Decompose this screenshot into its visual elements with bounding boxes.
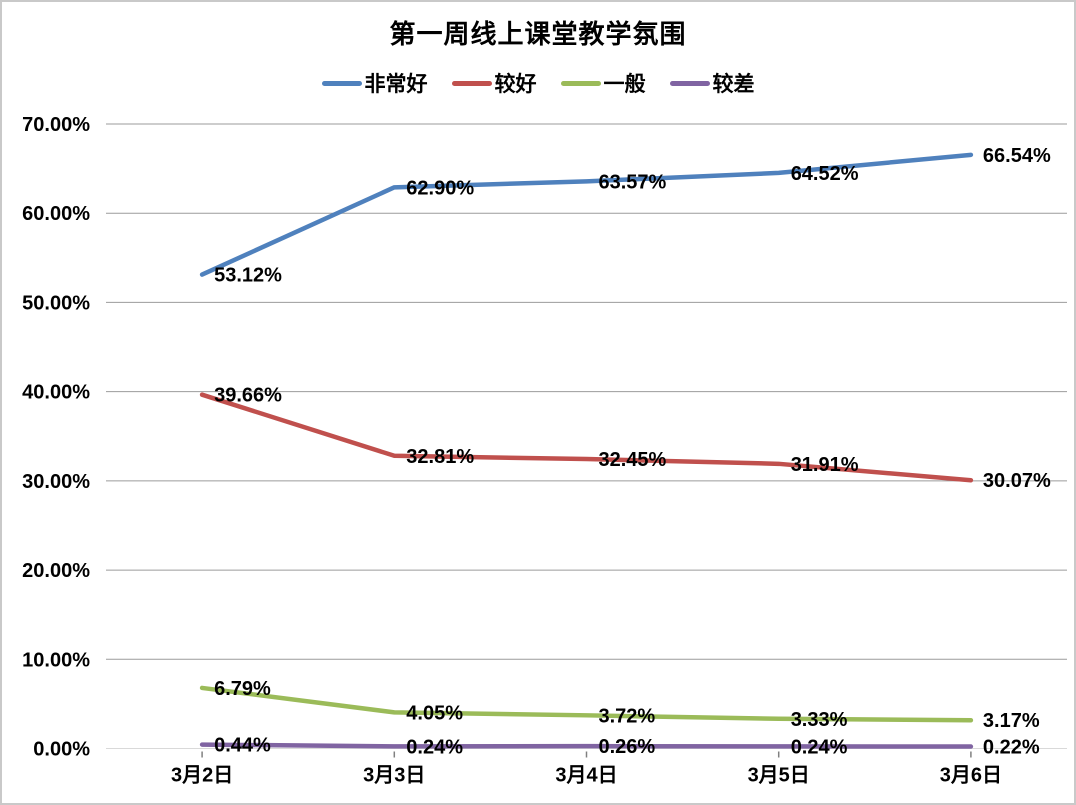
legend-item-average: 一般	[560, 68, 646, 98]
legend-line-swatch	[321, 80, 362, 86]
data-label-series-0: 53.12%	[214, 265, 282, 287]
legend-label: 一般	[603, 73, 646, 96]
data-label-series-1: 32.81%	[406, 446, 474, 468]
data-label-series-3: 0.24%	[406, 736, 463, 758]
series-line-0	[199, 152, 974, 277]
legend-label: 较差	[712, 73, 755, 96]
data-label-series-3: 0.24%	[791, 736, 848, 758]
legend-label: 较好	[494, 73, 537, 96]
x-axis-label: 3月5日	[748, 765, 810, 787]
series-line-3	[199, 742, 974, 749]
y-axis-label: 40.00%	[22, 382, 90, 404]
data-label-series-2: 3.33%	[791, 709, 848, 731]
x-axis-label: 3月4日	[555, 765, 617, 787]
data-label-series-1: 39.66%	[214, 385, 282, 407]
data-label-series-2: 6.79%	[214, 678, 271, 700]
legend-item-good: 较好	[451, 68, 537, 98]
data-label-series-2: 3.72%	[599, 705, 656, 727]
legend-line-swatch	[669, 80, 710, 86]
legend: 非常好 较好 一般 较差	[2, 68, 1074, 98]
x-axis-label: 3月2日	[171, 765, 233, 787]
x-axis-label: 3月6日	[940, 765, 1002, 787]
legend-line-swatch	[560, 80, 601, 86]
data-label-series-1: 31.91%	[791, 454, 859, 476]
y-axis-label: 70.00%	[22, 114, 90, 136]
y-axis-label: 60.00%	[22, 203, 90, 225]
legend-line-swatch	[451, 80, 492, 86]
data-label-series-2: 3.17%	[983, 710, 1040, 732]
data-label-series-3: 0.26%	[599, 736, 656, 758]
x-axis-label: 3月3日	[363, 765, 425, 787]
data-label-series-0: 66.54%	[983, 145, 1051, 167]
series-line-2	[199, 685, 974, 723]
y-axis-label: 20.00%	[22, 560, 90, 582]
data-label-series-1: 32.45%	[599, 449, 667, 471]
legend-item-poor: 较差	[669, 68, 755, 98]
legend-label: 非常好	[364, 73, 428, 96]
data-label-series-3: 0.44%	[214, 735, 271, 757]
series-line-1	[199, 392, 974, 483]
y-axis-label: 10.00%	[22, 649, 90, 671]
y-axis-label: 0.00%	[33, 739, 90, 761]
y-axis-label: 50.00%	[22, 292, 90, 314]
chart-title: 第一周线上课堂教学氛围	[389, 19, 687, 49]
data-label-series-0: 64.52%	[791, 163, 859, 185]
data-label-series-2: 4.05%	[406, 702, 463, 724]
data-label-series-1: 30.07%	[983, 470, 1051, 492]
data-label-series-3: 0.22%	[983, 737, 1040, 759]
legend-item-very-good: 非常好	[321, 68, 428, 98]
data-label-series-0: 62.90%	[406, 177, 474, 199]
y-axis-label: 30.00%	[22, 471, 90, 493]
data-label-series-0: 63.57%	[599, 171, 667, 193]
